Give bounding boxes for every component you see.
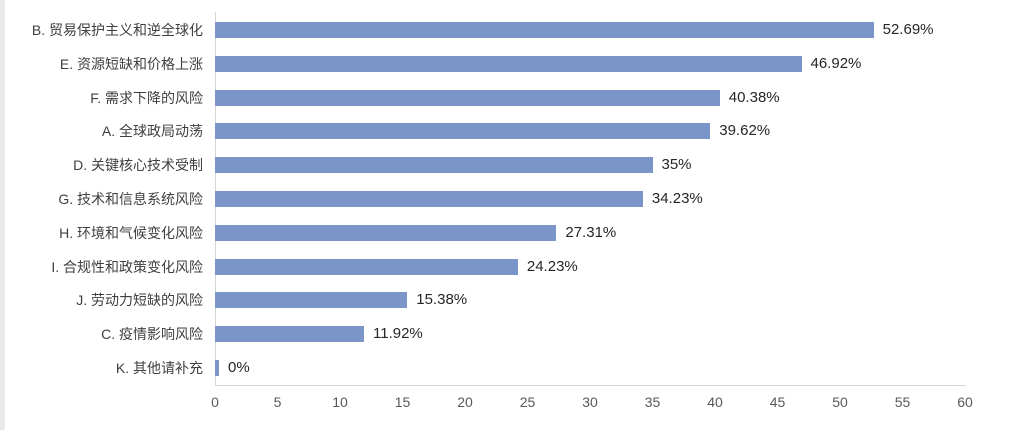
bar (215, 258, 518, 275)
value-label: 15.38% (416, 291, 468, 309)
value-label: 0% (228, 359, 250, 377)
category-label: F. 需求下降的风险 (90, 89, 203, 106)
category-label: J. 劳动力短缺的风险 (76, 292, 203, 309)
category-label: B. 贸易保护主义和逆全球化 (31, 21, 203, 38)
value-label: 34.23% (651, 190, 703, 207)
value-label: 35% (661, 156, 692, 174)
category-label: D. 关键核心技术受制 (73, 157, 203, 174)
bar (215, 123, 711, 140)
bar (215, 360, 219, 377)
category-label: A. 全球政局动荡 (101, 123, 203, 140)
category-label: H. 环境和气候变化风险 (59, 224, 203, 241)
x-tick-label: 45 (769, 394, 786, 410)
category-label: E. 资源短缺和价格上涨 (59, 55, 203, 72)
category-label: G. 技术和信息系统风险 (58, 191, 203, 207)
value-label: 46.92% (810, 54, 862, 72)
bar (215, 326, 364, 343)
category-label: K. 其他请补充 (115, 360, 203, 377)
value-label: 52.69% (882, 20, 934, 38)
x-tick-label: 40 (707, 394, 723, 410)
x-tick-label: 15 (394, 394, 411, 410)
bar (215, 89, 720, 106)
value-label: 39.62% (719, 122, 771, 140)
bar (215, 292, 408, 309)
value-label: 24.23% (526, 257, 578, 275)
x-tick-label: 30 (582, 394, 598, 410)
x-tick-label: 0 (211, 394, 219, 410)
bar (215, 191, 643, 207)
x-tick-label: 5 (273, 394, 282, 410)
bar (215, 55, 802, 72)
value-label: 27.31% (565, 223, 617, 241)
x-tick-label: 35 (644, 394, 661, 410)
bar (215, 224, 557, 241)
x-axis-line (215, 385, 966, 386)
category-label: I. 合规性和政策变化风险 (51, 258, 203, 275)
x-tick-label: 20 (457, 394, 473, 410)
value-label: 40.38% (728, 88, 780, 106)
x-tick-label: 25 (519, 394, 536, 410)
category-label: C. 疫情影响风险 (101, 326, 203, 343)
page-edge-strip (0, 0, 5, 430)
x-tick-label: 55 (894, 394, 911, 410)
bar (215, 157, 653, 174)
x-tick-label: 10 (332, 394, 348, 410)
bar (215, 21, 874, 38)
x-tick-label: 60 (957, 394, 973, 410)
x-tick-label: 50 (832, 394, 848, 410)
value-label: 11.92% (373, 325, 423, 343)
